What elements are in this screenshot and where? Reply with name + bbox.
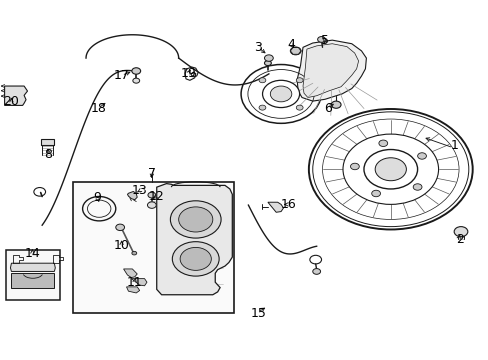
- Circle shape: [148, 192, 156, 198]
- Polygon shape: [267, 202, 283, 212]
- Polygon shape: [290, 48, 301, 54]
- Text: 2: 2: [455, 233, 463, 246]
- Circle shape: [453, 226, 467, 237]
- Text: 10: 10: [113, 239, 129, 252]
- Circle shape: [374, 158, 406, 181]
- Circle shape: [180, 247, 211, 270]
- Bar: [41, 139, 54, 145]
- Polygon shape: [297, 40, 366, 101]
- Text: 18: 18: [90, 102, 106, 115]
- Polygon shape: [4, 86, 27, 105]
- Polygon shape: [126, 287, 140, 293]
- Circle shape: [363, 149, 417, 189]
- Text: 16: 16: [280, 198, 296, 211]
- Text: 15: 15: [250, 307, 265, 320]
- Circle shape: [264, 55, 273, 61]
- Circle shape: [172, 242, 219, 276]
- Circle shape: [296, 78, 303, 83]
- Circle shape: [241, 64, 321, 123]
- Circle shape: [178, 207, 212, 232]
- Polygon shape: [123, 269, 137, 278]
- Circle shape: [116, 224, 124, 230]
- Bar: [73, 182, 233, 313]
- Text: 20: 20: [3, 95, 20, 108]
- Polygon shape: [127, 192, 137, 200]
- Circle shape: [147, 202, 156, 208]
- Text: 17: 17: [113, 69, 129, 82]
- Text: 3: 3: [254, 41, 262, 54]
- Polygon shape: [303, 44, 358, 98]
- Polygon shape: [10, 263, 55, 271]
- Circle shape: [350, 163, 359, 170]
- Text: 9: 9: [93, 191, 101, 204]
- Circle shape: [330, 101, 340, 108]
- Text: 1: 1: [449, 139, 457, 152]
- Polygon shape: [11, 273, 54, 288]
- Text: 5: 5: [320, 33, 328, 47]
- Circle shape: [312, 269, 320, 274]
- Text: 13: 13: [132, 184, 147, 197]
- Text: 4: 4: [287, 38, 295, 51]
- Circle shape: [132, 68, 141, 74]
- Circle shape: [371, 190, 380, 197]
- Circle shape: [133, 78, 140, 83]
- Text: 8: 8: [44, 148, 52, 161]
- Text: 7: 7: [147, 167, 156, 180]
- Text: 6: 6: [324, 102, 332, 115]
- Polygon shape: [157, 184, 232, 295]
- Circle shape: [270, 86, 291, 102]
- Polygon shape: [131, 279, 147, 286]
- Circle shape: [259, 78, 265, 83]
- Circle shape: [342, 134, 438, 204]
- Circle shape: [308, 109, 472, 229]
- Circle shape: [290, 47, 301, 55]
- Circle shape: [259, 105, 265, 110]
- Text: 12: 12: [148, 190, 164, 203]
- Circle shape: [132, 251, 137, 255]
- Circle shape: [264, 60, 271, 66]
- Text: 11: 11: [127, 276, 142, 289]
- Circle shape: [412, 184, 421, 190]
- Text: 19: 19: [180, 67, 196, 80]
- Circle shape: [417, 153, 426, 159]
- Bar: [5, 250, 60, 300]
- Circle shape: [296, 105, 303, 110]
- Circle shape: [262, 80, 299, 108]
- Circle shape: [378, 140, 387, 147]
- Text: 14: 14: [24, 247, 40, 260]
- Circle shape: [317, 37, 325, 42]
- Circle shape: [170, 201, 221, 238]
